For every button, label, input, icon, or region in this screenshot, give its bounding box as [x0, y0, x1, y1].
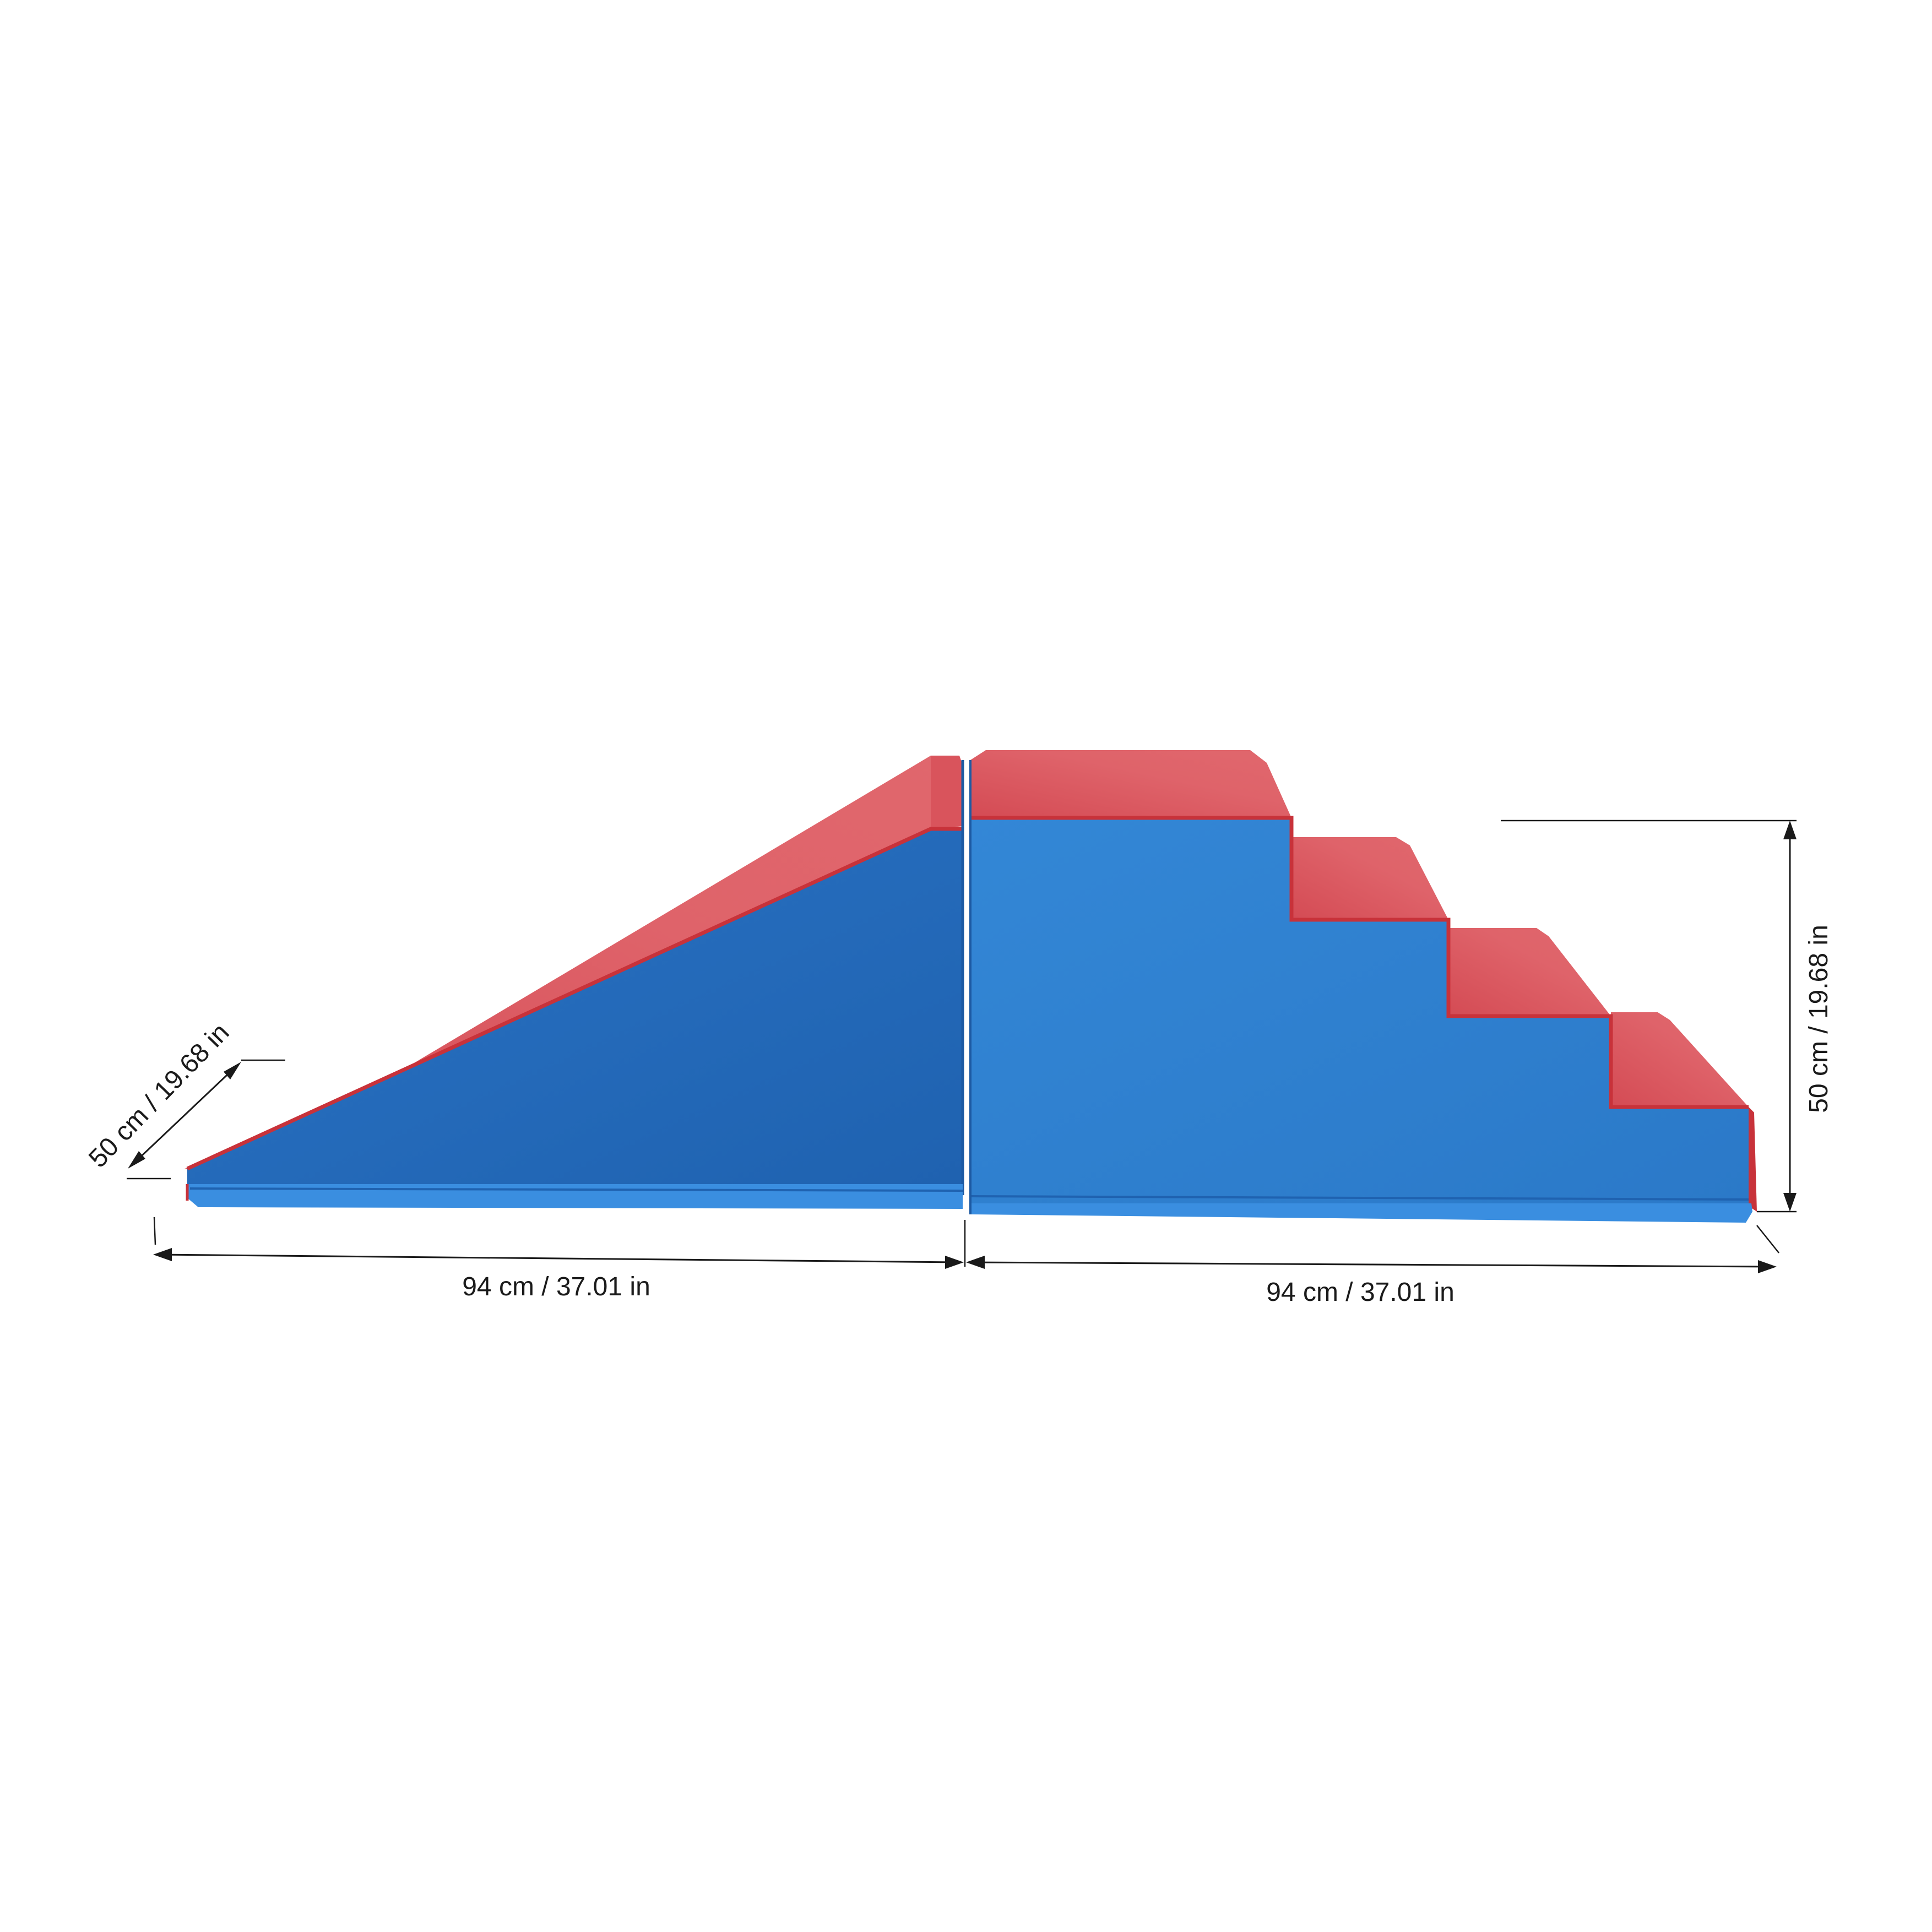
stairs-step-edge	[970, 816, 1749, 1109]
ramp-length-label: 94 cm / 37.01 in	[462, 1272, 650, 1301]
stairs-top-step	[970, 750, 1291, 818]
ramp-top-surface	[184, 756, 963, 1169]
ramp-side-face	[187, 829, 963, 1184]
ramp-length-dimension: 94 cm / 37.01 in	[153, 1217, 966, 1301]
stairs-step-2	[1291, 837, 1448, 920]
stairs-base	[970, 1203, 1752, 1223]
height-dimension: 50 cm / 19.68 in	[1501, 820, 1833, 1213]
stairs-step-4	[1611, 1012, 1749, 1107]
height-label: 50 cm / 19.68 in	[1804, 925, 1833, 1113]
stairs-end-face	[1749, 1107, 1757, 1212]
ramp-mat	[184, 756, 964, 1209]
stairs-length-label: 94 cm / 37.01 in	[1266, 1278, 1455, 1307]
stairs-mat	[969, 750, 1757, 1223]
ramp-slope-edge	[186, 827, 963, 1171]
stairs-step-3	[1448, 928, 1611, 1016]
stairs-length-dimension: 94 cm / 37.01 in	[966, 1225, 1779, 1307]
depth-label: 50 cm / 19.68 in	[83, 1018, 235, 1173]
ramp-top-rim	[931, 756, 964, 829]
stairs-side-face	[970, 818, 1749, 1203]
